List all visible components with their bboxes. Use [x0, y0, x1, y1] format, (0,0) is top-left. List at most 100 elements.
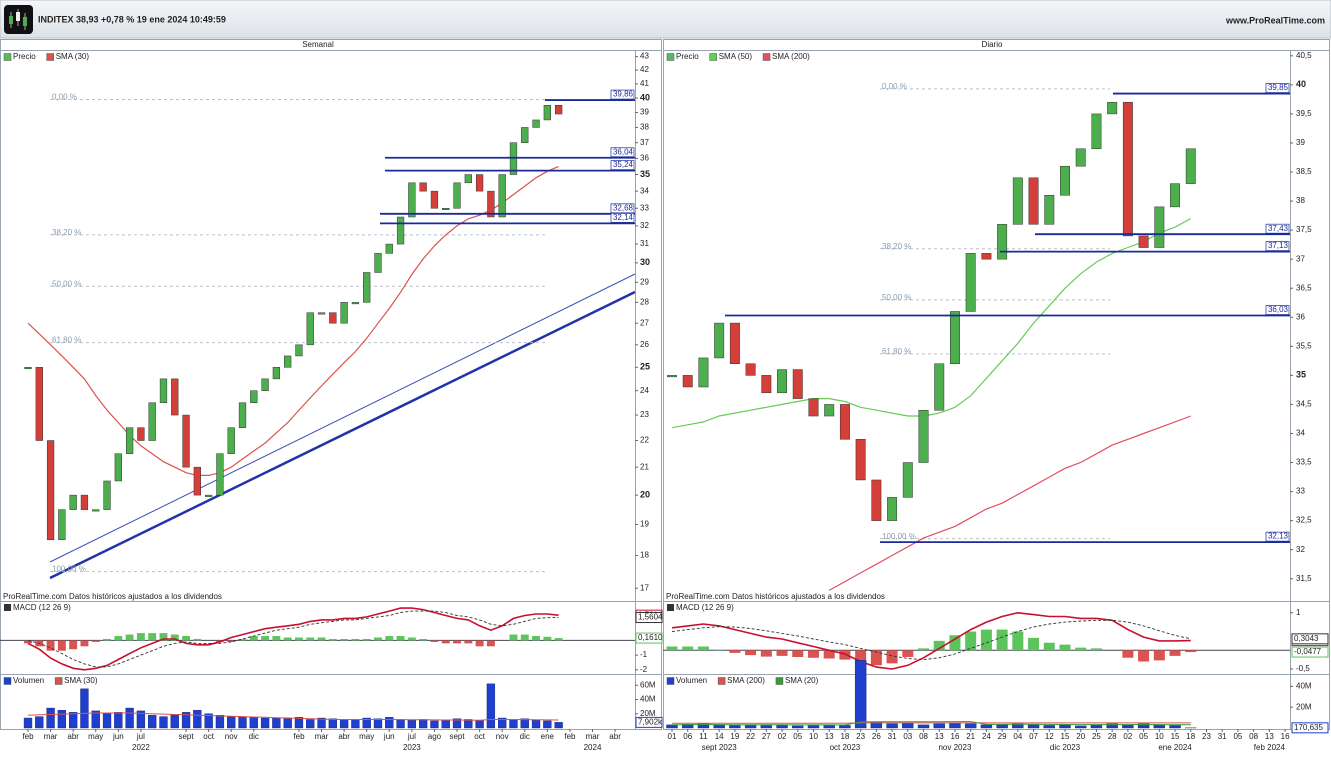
- x-group-label: 2024: [584, 743, 602, 752]
- x-tick-label: 23: [856, 732, 865, 741]
- histogram-bar: [126, 635, 134, 641]
- y-tick-label: 32,5: [1296, 516, 1312, 525]
- x-tick-label: ene: [541, 732, 555, 741]
- y-tick-label: 23: [640, 410, 649, 419]
- x-tick-label: 05: [793, 732, 802, 741]
- x-tick-label: 05: [1139, 732, 1148, 741]
- sma-line: [672, 219, 1191, 428]
- x-tick-label: jul: [407, 732, 416, 741]
- x-tick-label: oct: [203, 732, 214, 741]
- volume-bar: [103, 714, 111, 728]
- fib-label: 0,00 %: [52, 93, 77, 102]
- y-tick-label: 39,5: [1296, 109, 1312, 118]
- histogram-bar: [792, 650, 803, 657]
- histogram-bar: [682, 647, 693, 651]
- level-label: 36,03: [1268, 305, 1289, 314]
- histogram-bar: [666, 647, 677, 651]
- histogram-bar: [408, 638, 416, 641]
- candle: [36, 367, 43, 440]
- x-tick-label: 31: [888, 732, 897, 741]
- x-tick-label: 06: [683, 732, 692, 741]
- volume-bar: [1154, 725, 1165, 728]
- sma-line: [28, 166, 559, 475]
- histogram-bar: [981, 630, 992, 651]
- histogram-bar: [1059, 645, 1070, 651]
- volume-bar: [1075, 726, 1086, 728]
- candle: [126, 428, 133, 454]
- candle: [935, 364, 944, 410]
- histogram-bar: [487, 640, 495, 646]
- x-tick-label: 13: [935, 732, 944, 741]
- last-value-label: 0,3043: [1294, 634, 1319, 643]
- histogram-bar: [103, 639, 111, 640]
- y-tick-label: 34,5: [1296, 400, 1312, 409]
- legend-swatch: [718, 678, 725, 685]
- legend-label: SMA (30): [64, 676, 98, 685]
- y-tick-label: 25: [640, 362, 650, 372]
- volume-bar: [24, 718, 32, 728]
- y-tick-label: 27: [640, 318, 649, 327]
- volume-bar: [250, 717, 258, 728]
- x-tick-label: 03: [903, 732, 912, 741]
- candle: [1060, 166, 1069, 195]
- fib-label: 38,20 %: [52, 228, 81, 237]
- x-tick-label: abr: [67, 732, 79, 741]
- candle: [104, 481, 111, 510]
- level-label: 39,85: [1268, 83, 1289, 92]
- y-tick-label: 32: [640, 221, 649, 230]
- histogram-bar: [250, 636, 258, 640]
- histogram-bar: [351, 639, 359, 640]
- candle: [284, 356, 291, 367]
- histogram-bar: [1122, 650, 1133, 658]
- x-tick-label: 04: [1013, 732, 1022, 741]
- candle: [1029, 178, 1038, 224]
- candle: [499, 175, 506, 217]
- macd-line: [28, 608, 559, 670]
- x-tick-label: 16: [1281, 732, 1290, 741]
- x-tick-label: mar: [586, 732, 600, 741]
- volume-bar: [227, 717, 235, 728]
- histogram-bar: [182, 636, 190, 640]
- volume-bar: [340, 719, 348, 728]
- volume-bar: [729, 725, 740, 728]
- candle: [25, 367, 32, 369]
- volume-bar: [1059, 725, 1070, 728]
- legend-swatch: [763, 54, 770, 61]
- legend-label: SMA (30): [56, 52, 90, 61]
- legend-label: SMA (50): [719, 52, 753, 61]
- histogram-bar: [1012, 632, 1023, 651]
- app-icon: [4, 5, 33, 34]
- fib-label: 0,00 %: [882, 82, 907, 91]
- volume-bar: [160, 717, 168, 728]
- legend-label: Volumen: [13, 676, 44, 685]
- y-tick-label: 43: [640, 52, 649, 61]
- candle: [58, 510, 65, 540]
- histogram-bar: [761, 650, 772, 656]
- x-tick-label: 21: [966, 732, 975, 741]
- legend-swatch: [667, 678, 674, 685]
- volume-bar: [777, 725, 788, 728]
- last-value-label: 0,1610: [638, 633, 663, 642]
- level-label: 36,04: [613, 147, 634, 156]
- x-group-label: dic 2023: [1050, 743, 1081, 752]
- legend-swatch: [4, 604, 11, 611]
- histogram-bar: [698, 647, 709, 651]
- x-tick-label: may: [359, 732, 374, 741]
- volume-bar: [902, 723, 913, 728]
- histogram-bar: [80, 640, 88, 646]
- histogram-bar: [729, 650, 740, 653]
- volume-bar: [408, 720, 416, 728]
- pane-legend: MACD (12 26 9): [676, 603, 734, 612]
- x-tick-label: 01: [668, 732, 677, 741]
- x-tick-label: jul: [136, 732, 145, 741]
- volume-bar: [272, 718, 280, 728]
- fib-label: 50,00 %: [52, 279, 81, 288]
- legend-swatch: [47, 54, 54, 61]
- x-tick-label: 08: [919, 732, 928, 741]
- volume-bar: [47, 708, 55, 728]
- x-tick-label: jun: [112, 732, 124, 741]
- fib-label: 38,20 %: [882, 242, 911, 251]
- legend-swatch: [4, 54, 11, 61]
- volume-bar: [114, 712, 122, 728]
- volume-bar: [761, 725, 772, 728]
